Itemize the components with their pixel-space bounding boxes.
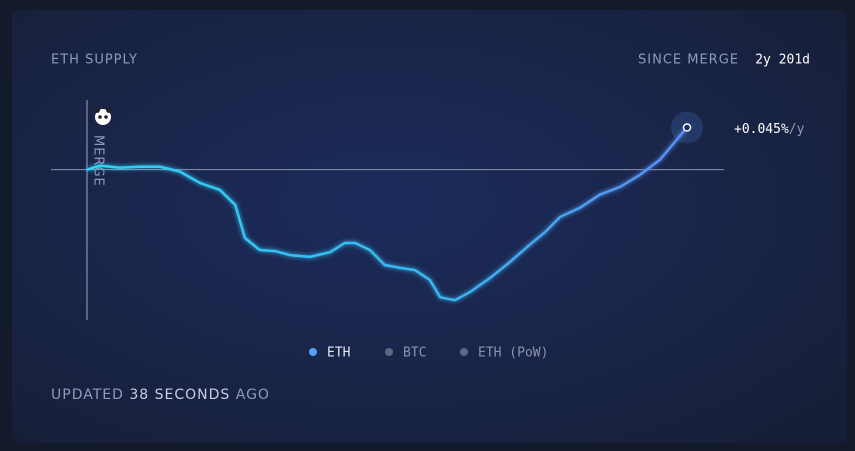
legend-label: ETH (PoW): [478, 346, 548, 361]
rate-value: +0.045%: [734, 122, 789, 137]
plot: [51, 111, 724, 302]
merge-label: MERGE: [91, 135, 106, 187]
panda-icon: [94, 107, 112, 125]
updated-suffix: AGO: [236, 387, 270, 403]
since-value: 2y 201d: [755, 53, 810, 68]
legend-label: ETH: [327, 346, 350, 361]
updated-prefix: UPDATED: [51, 387, 124, 403]
legend: ETH BTC ETH (PoW): [309, 346, 548, 361]
end-dot: [682, 123, 692, 132]
legend-dot: [460, 348, 468, 356]
supply-line: [86, 126, 688, 302]
legend-label: BTC: [403, 346, 426, 361]
card-bg: [12, 10, 847, 443]
updated: UPDATED 38 SECONDS AGO: [51, 387, 270, 403]
since-label: SINCE MERGE: [638, 53, 739, 68]
rate: +0.045%/y: [734, 122, 805, 137]
rate-unit: /y: [789, 122, 805, 137]
title: ETH SUPPLY: [51, 53, 138, 68]
legend-dot: [385, 348, 393, 356]
updated-time: 38 SECONDS: [129, 387, 230, 403]
legend-dot: [309, 348, 317, 356]
